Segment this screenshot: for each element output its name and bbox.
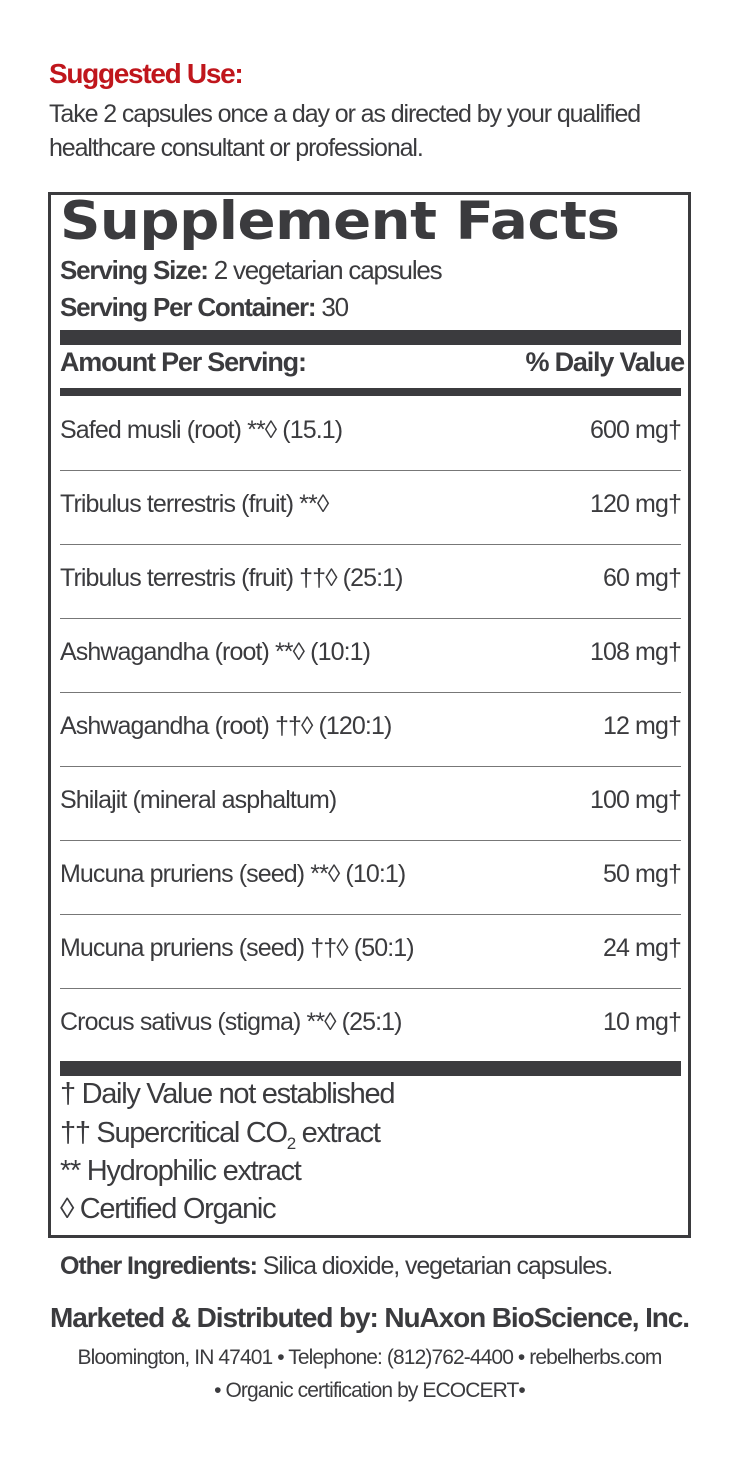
footnote-double-dagger: †† Supercritical CO2 extract [60,1117,381,1154]
other-ingredients-value: Silica dioxide, vegetarian capsules. [256,1252,614,1280]
servings-per-container: Serving Per Container: 30 [60,292,349,323]
ingredient-name: Tribulus terrestris (fruit) **◊ [60,490,329,518]
ingredient-amount: 10 mg† [603,1008,682,1036]
ingredient-row: Tribulus terrestris (fruit) **◊ 120 mg† [60,470,682,545]
divider [60,388,681,396]
ingredient-row: Crocus sativus (stigma) **◊ (25:1) 10 mg† [60,988,682,1062]
ingredient-row: Mucuna pruriens (seed) ††◊ (50:1) 24 mg† [60,914,682,989]
panel-title: Supplement Facts [60,191,620,252]
serving-size-label: Serving Size: [60,255,209,285]
ingredient-amount: 60 mg† [603,564,682,592]
ingredient-name: Ashwagandha (root) **◊ (10:1) [60,638,371,666]
ingredient-name: Safed musli (root) **◊ (15.1) [60,416,343,444]
ingredient-row: Shilajit (mineral asphaltum) 100 mg† [60,766,682,841]
ingredient-amount: 120 mg† [590,490,682,518]
ingredient-amount: 24 mg† [603,934,682,962]
ingredient-row: Mucuna pruriens (seed) **◊ (10:1) 50 mg† [60,840,682,915]
subscript: 2 [286,1133,296,1153]
ingredient-amount: 50 mg† [603,860,682,888]
ingredient-name: Mucuna pruriens (seed) ††◊ (50:1) [60,934,415,962]
ingredient-name: Mucuna pruriens (seed) **◊ (10:1) [60,860,406,888]
thick-divider-bottom [60,1061,681,1076]
footnote-diamond: ◊ Certified Organic [60,1193,277,1225]
servings-label: Serving Per Container: [60,292,317,322]
other-ingredients: Other Ingredients: Silica dioxide, veget… [60,1252,614,1281]
supplement-facts-panel: Supplement Facts Serving Size: 2 vegetar… [48,191,691,1238]
ingredient-amount: 12 mg† [603,712,682,740]
suggested-use-title: Suggested Use: [49,58,244,89]
marketed-by: Marketed & Distributed by: NuAxon BioSci… [50,1302,690,1333]
daily-value-header: % Daily Value [525,347,686,377]
thick-divider [60,330,681,345]
serving-size: Serving Size: 2 vegetarian capsules [60,255,443,286]
footnote-text: †† Supercritical CO [60,1117,288,1149]
other-ingredients-label: Other Ingredients: [60,1252,258,1280]
address-line: Bloomington, IN 47401 • Telephone: (812)… [77,1346,663,1369]
servings-value: 30 [315,292,349,322]
ingredient-row: Tribulus terrestris (fruit) ††◊ (25:1) 60… [60,544,682,619]
footnote-dagger: † Daily Value not established [60,1078,395,1110]
ingredient-amount: 100 mg† [590,786,682,814]
ingredient-name: Ashwagandha (root) ††◊ (120:1) [60,712,392,740]
ingredient-row: Ashwagandha (root) **◊ (10:1) 108 mg† [60,618,682,693]
footnote-asterisk: ** Hydrophilic extract [60,1155,302,1187]
organic-certification: • Organic certification by ECOCERT• [214,1379,526,1402]
ingredient-name: Tribulus terrestris (fruit) ††◊ (25:1) [60,564,404,592]
ingredient-amount: 600 mg† [590,416,682,444]
ingredient-name: Crocus sativus (stigma) **◊ (25:1) [60,1008,402,1036]
ingredient-name: Shilajit (mineral asphaltum) [60,786,337,814]
serving-size-value: 2 vegetarian capsules [207,255,443,285]
ingredient-amount: 108 mg† [590,638,682,666]
amount-header: Amount Per Serving: [60,347,307,377]
ingredient-row: Ashwagandha (root) ††◊ (120:1) 12 mg† [60,692,682,767]
suggested-use-text: Take 2 capsules once a day or as directe… [49,100,641,162]
ingredient-row: Safed musli (root) **◊ (15.1) 600 mg† [60,396,682,471]
footnote-text: extract [294,1117,381,1149]
